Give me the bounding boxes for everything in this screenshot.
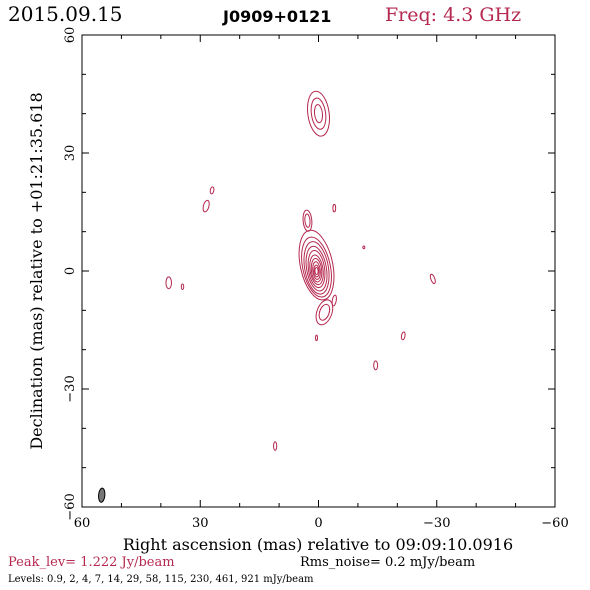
axis-ticks — [81, 34, 556, 508]
y-tick-label: −60 — [63, 493, 78, 520]
x-tick-label: 0 — [314, 516, 322, 531]
tick-labels: 60 30 0 −30 −60 −60 −30 0 30 60 — [63, 27, 569, 531]
noise-contour — [209, 186, 215, 195]
y-tick-label: −30 — [63, 375, 78, 402]
contour-layer — [165, 90, 436, 451]
noise-contour — [331, 294, 337, 307]
y-axis-label: Declination (mas) relative to +01:21:35.… — [27, 92, 46, 449]
x-tick-label: −30 — [423, 516, 450, 531]
noise-contour — [373, 360, 379, 371]
northern-blob-ring — [304, 213, 311, 228]
peak-level-label: Peak_lev= 1.222 Jy/beam — [8, 555, 175, 570]
north-component-ring — [307, 90, 330, 137]
noise-contour — [429, 273, 436, 285]
core-contours-ring — [314, 266, 319, 276]
core-contours-ring — [309, 254, 324, 286]
core-contours-ring — [310, 257, 323, 283]
noise-contour — [273, 441, 278, 451]
noise-contour — [400, 331, 406, 341]
y-tick-label: 0 — [63, 267, 78, 275]
core-contours-ring — [313, 264, 320, 278]
noise-contour — [315, 334, 319, 342]
contour-levels-label: Levels: 0.9, 2, 4, 7, 14, 29, 58, 115, 2… — [8, 574, 314, 585]
noise-contour — [362, 245, 366, 250]
x-tick-label: −60 — [541, 516, 568, 531]
y-tick-label: 60 — [63, 27, 78, 44]
frequency-label: Freq: 4.3 GHz — [385, 4, 521, 26]
x-tick-label: 30 — [192, 516, 209, 531]
southern-jet-blob-ring — [315, 299, 334, 326]
x-axis-label: Right ascension (mas) relative to 09:09:… — [123, 535, 513, 554]
north-component-ring — [310, 97, 327, 130]
core-contours-ring — [301, 236, 332, 298]
noise-contour — [165, 276, 172, 290]
core-contours-ring — [303, 241, 330, 295]
y-tick-label: 30 — [63, 145, 78, 162]
beam-ellipse — [98, 487, 106, 503]
observation-date: 2015.09.15 — [8, 2, 123, 26]
southern-jet-blob-ring — [318, 303, 331, 321]
noise-contour — [202, 199, 210, 213]
x-tick-label: 60 — [74, 516, 91, 531]
source-name: J0909+0121 — [222, 7, 331, 26]
beam-layer — [98, 487, 106, 503]
noise-contour — [180, 283, 185, 290]
north-component-ring — [313, 104, 324, 124]
rms-noise-label: Rms_noise= 0.2 mJy/beam — [300, 555, 475, 570]
core-contours-ring — [307, 249, 326, 289]
noise-contour — [332, 203, 337, 213]
northern-blob-ring — [302, 209, 313, 232]
core-contours-ring — [305, 245, 328, 292]
core-contours-ring — [312, 261, 321, 280]
